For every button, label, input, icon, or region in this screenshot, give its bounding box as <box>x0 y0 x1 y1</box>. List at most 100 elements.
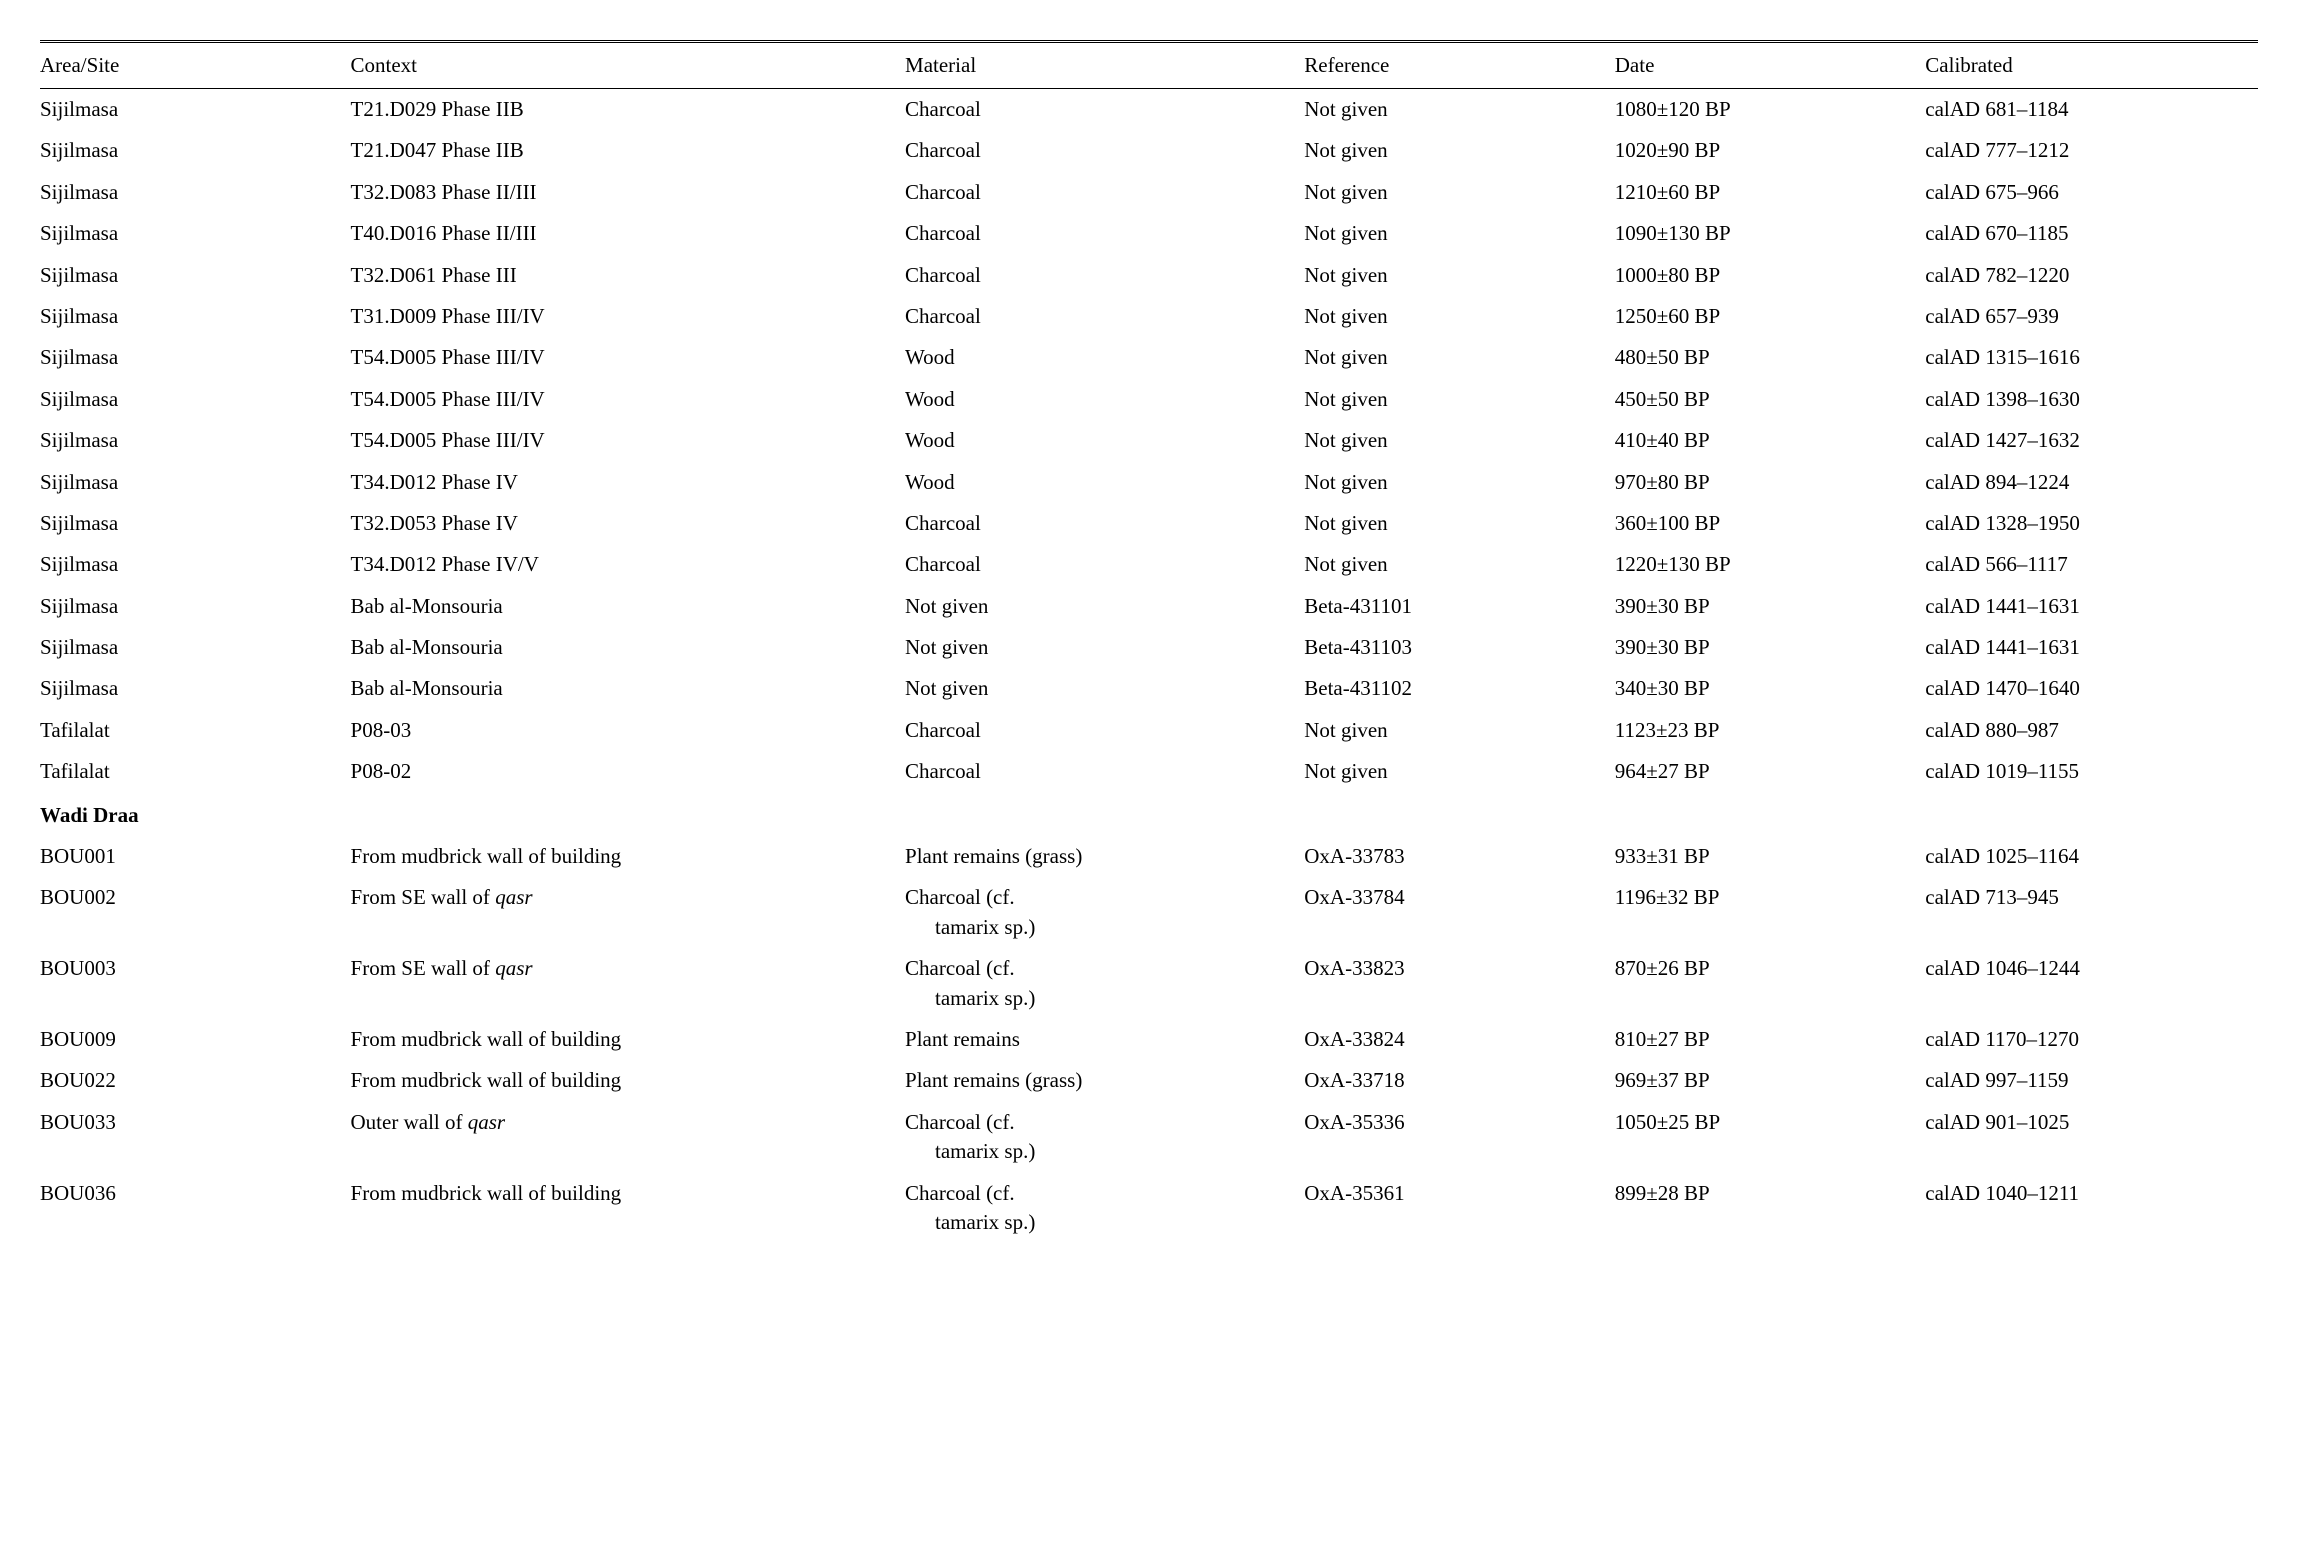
cell-reference: Not given <box>1304 130 1615 171</box>
cell-material: Not given <box>905 627 1304 668</box>
cell-material: Charcoal <box>905 503 1304 544</box>
table-row: SijilmasaT54.D005 Phase III/IVWoodNot gi… <box>40 420 2258 461</box>
table-row: SijilmasaT54.D005 Phase III/IVWoodNot gi… <box>40 379 2258 420</box>
table-row: SijilmasaT21.D029 Phase IIBCharcoalNot g… <box>40 89 2258 131</box>
table-row: BOU009From mudbrick wall of buildingPlan… <box>40 1019 2258 1060</box>
cell-area: Sijilmasa <box>40 89 351 131</box>
cell-date: 1196±32 BP <box>1615 877 1926 948</box>
cell-date: 1250±60 BP <box>1615 296 1926 337</box>
cell-context: T34.D012 Phase IV/V <box>351 544 906 585</box>
cell-date: 1220±130 BP <box>1615 544 1926 585</box>
table-row: SijilmasaT31.D009 Phase III/IVCharcoalNo… <box>40 296 2258 337</box>
cell-context: From SE wall of qasr <box>351 877 906 948</box>
table-row: SijilmasaT21.D047 Phase IIBCharcoalNot g… <box>40 130 2258 171</box>
cell-reference: Not given <box>1304 379 1615 420</box>
cell-material: Charcoal <box>905 172 1304 213</box>
cell-calibrated: calAD 901–1025 <box>1925 1102 2258 1173</box>
cell-material: Charcoal (cf.tamarix sp.) <box>905 1173 1304 1244</box>
cell-reference: OxA-33824 <box>1304 1019 1615 1060</box>
cell-reference: Not given <box>1304 172 1615 213</box>
cell-context: T32.D061 Phase III <box>351 255 906 296</box>
cell-calibrated: calAD 782–1220 <box>1925 255 2258 296</box>
cell-calibrated: calAD 681–1184 <box>1925 89 2258 131</box>
material-line1: Charcoal (cf. <box>905 1108 1300 1137</box>
table-row: SijilmasaT32.D053 Phase IVCharcoalNot gi… <box>40 503 2258 544</box>
cell-area: Sijilmasa <box>40 255 351 296</box>
cell-material: Charcoal <box>905 296 1304 337</box>
cell-date: 410±40 BP <box>1615 420 1926 461</box>
material-line2: tamarix sp.) <box>905 913 1300 942</box>
section-header-label: Wadi Draa <box>40 793 2258 836</box>
cell-reference: Not given <box>1304 751 1615 792</box>
table-row: SijilmasaBab al-MonsouriaNot givenBeta-4… <box>40 668 2258 709</box>
cell-calibrated: calAD 1441–1631 <box>1925 627 2258 668</box>
cell-context: T54.D005 Phase III/IV <box>351 337 906 378</box>
cell-material: Charcoal <box>905 89 1304 131</box>
cell-context: P08-03 <box>351 710 906 751</box>
cell-material: Wood <box>905 379 1304 420</box>
cell-material: Wood <box>905 462 1304 503</box>
cell-area: BOU022 <box>40 1060 351 1101</box>
table-row: BOU003From SE wall of qasrCharcoal (cf.t… <box>40 948 2258 1019</box>
cell-area: BOU036 <box>40 1173 351 1244</box>
cell-calibrated: calAD 675–966 <box>1925 172 2258 213</box>
table-row: SijilmasaT40.D016 Phase II/IIICharcoalNo… <box>40 213 2258 254</box>
cell-reference: OxA-35336 <box>1304 1102 1615 1173</box>
cell-area: Sijilmasa <box>40 668 351 709</box>
cell-date: 964±27 BP <box>1615 751 1926 792</box>
cell-date: 1020±90 BP <box>1615 130 1926 171</box>
cell-area: Sijilmasa <box>40 544 351 585</box>
material-line1: Charcoal (cf. <box>905 954 1300 983</box>
cell-reference: Beta-431101 <box>1304 586 1615 627</box>
cell-date: 870±26 BP <box>1615 948 1926 1019</box>
cell-area: BOU033 <box>40 1102 351 1173</box>
cell-area: Sijilmasa <box>40 213 351 254</box>
cell-calibrated: calAD 997–1159 <box>1925 1060 2258 1101</box>
column-header-area: Area/Site <box>40 42 351 89</box>
cell-date: 970±80 BP <box>1615 462 1926 503</box>
cell-context: T32.D083 Phase II/III <box>351 172 906 213</box>
cell-date: 1080±120 BP <box>1615 89 1926 131</box>
table-row: BOU036From mudbrick wall of buildingChar… <box>40 1173 2258 1244</box>
column-header-material: Material <box>905 42 1304 89</box>
cell-context: From mudbrick wall of building <box>351 836 906 877</box>
cell-reference: Not given <box>1304 544 1615 585</box>
cell-calibrated: calAD 1046–1244 <box>1925 948 2258 1019</box>
italic-term: qasr <box>468 1110 505 1134</box>
column-header-calibrated: Calibrated <box>1925 42 2258 89</box>
column-header-date: Date <box>1615 42 1926 89</box>
cell-context: T40.D016 Phase II/III <box>351 213 906 254</box>
cell-date: 340±30 BP <box>1615 668 1926 709</box>
cell-material: Charcoal <box>905 544 1304 585</box>
cell-context: T21.D029 Phase IIB <box>351 89 906 131</box>
cell-calibrated: calAD 657–939 <box>1925 296 2258 337</box>
cell-context: P08-02 <box>351 751 906 792</box>
cell-calibrated: calAD 566–1117 <box>1925 544 2258 585</box>
cell-reference: Not given <box>1304 296 1615 337</box>
cell-material: Charcoal <box>905 710 1304 751</box>
cell-calibrated: calAD 670–1185 <box>1925 213 2258 254</box>
cell-area: Sijilmasa <box>40 172 351 213</box>
cell-reference: OxA-33823 <box>1304 948 1615 1019</box>
cell-material: Charcoal (cf.tamarix sp.) <box>905 948 1304 1019</box>
cell-context: Bab al-Monsouria <box>351 586 906 627</box>
table-row: BOU001From mudbrick wall of buildingPlan… <box>40 836 2258 877</box>
cell-context: T31.D009 Phase III/IV <box>351 296 906 337</box>
table-row: TafilalatP08-03CharcoalNot given1123±23 … <box>40 710 2258 751</box>
material-line1: Charcoal (cf. <box>905 1179 1300 1208</box>
cell-date: 390±30 BP <box>1615 586 1926 627</box>
cell-date: 1123±23 BP <box>1615 710 1926 751</box>
cell-reference: Not given <box>1304 337 1615 378</box>
cell-calibrated: calAD 1427–1632 <box>1925 420 2258 461</box>
cell-reference: Not given <box>1304 420 1615 461</box>
cell-area: Tafilalat <box>40 751 351 792</box>
cell-area: Sijilmasa <box>40 420 351 461</box>
material-line1: Charcoal (cf. <box>905 883 1300 912</box>
cell-area: Sijilmasa <box>40 462 351 503</box>
cell-date: 810±27 BP <box>1615 1019 1926 1060</box>
cell-material: Plant remains (grass) <box>905 1060 1304 1101</box>
cell-reference: Beta-431103 <box>1304 627 1615 668</box>
cell-material: Wood <box>905 337 1304 378</box>
cell-area: Sijilmasa <box>40 337 351 378</box>
cell-context: From mudbrick wall of building <box>351 1060 906 1101</box>
